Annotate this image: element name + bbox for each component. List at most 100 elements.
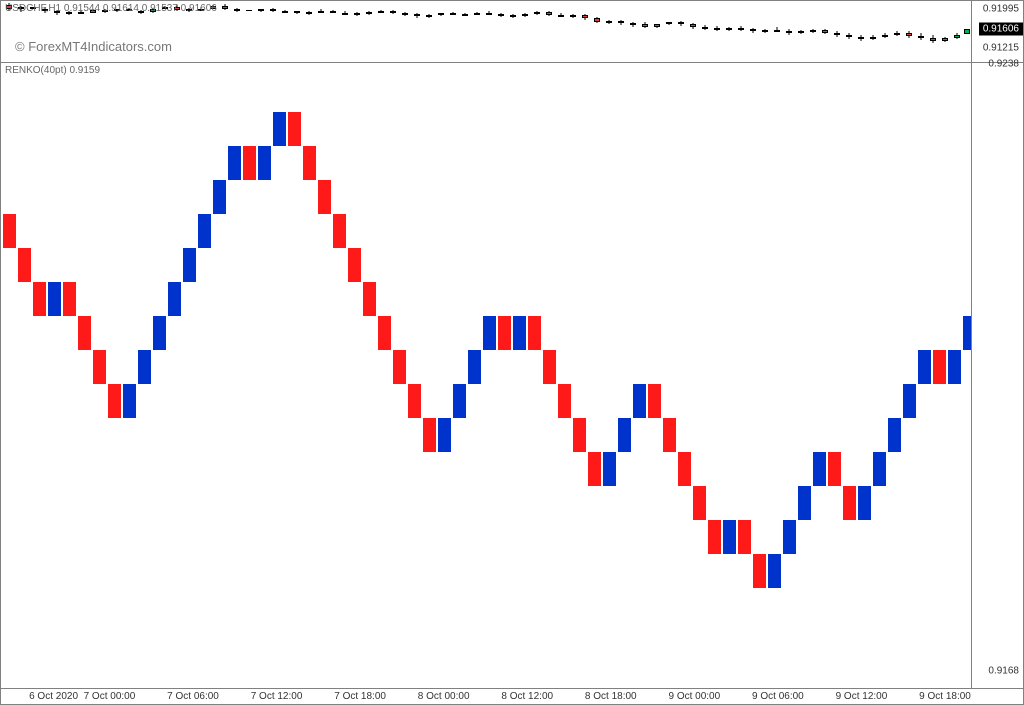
- candle: [437, 1, 445, 61]
- candle: [641, 1, 649, 61]
- time-tick-label: 7 Oct 00:00: [84, 691, 136, 702]
- renko-brick-up: [723, 520, 736, 554]
- renko-brick-up: [513, 316, 526, 350]
- time-tick-label: 7 Oct 18:00: [334, 691, 386, 702]
- renko-brick-down: [363, 282, 376, 316]
- renko-panel[interactable]: RENKO(40pt) 0.9159 0.92380.9168: [1, 63, 1023, 688]
- renko-brick-down: [828, 452, 841, 486]
- renko-brick-down: [753, 554, 766, 588]
- price-axis-top: 0.919950.912150.91606: [971, 1, 1023, 62]
- time-tick-label: 9 Oct 18:00: [919, 691, 971, 702]
- candle: [893, 1, 901, 61]
- candle: [521, 1, 529, 61]
- indicator-header: RENKO(40pt) 0.9159: [5, 65, 100, 76]
- renko-brick-down: [303, 146, 316, 180]
- candle: [677, 1, 685, 61]
- time-tick-label: 8 Oct 18:00: [585, 691, 637, 702]
- candlestick-panel[interactable]: USDCHF,H1 0.91544 0.91614 0.91537 0.9160…: [1, 1, 1023, 63]
- renko-brick-down: [318, 180, 331, 214]
- renko-brick-up: [228, 146, 241, 180]
- renko-brick-up: [783, 520, 796, 554]
- time-tick-label: 7 Oct 06:00: [167, 691, 219, 702]
- renko-brick-down: [63, 282, 76, 316]
- time-tick-label: 8 Oct 12:00: [501, 691, 553, 702]
- candle: [725, 1, 733, 61]
- candle: [749, 1, 757, 61]
- renko-brick-down: [3, 214, 16, 248]
- renko-brick-up: [918, 350, 931, 384]
- renko-brick-down: [573, 418, 586, 452]
- renko-brick-up: [438, 418, 451, 452]
- candle: [701, 1, 709, 61]
- renko-brick-down: [423, 418, 436, 452]
- candle: [245, 1, 253, 61]
- candle: [269, 1, 277, 61]
- renko-brick-down: [543, 350, 556, 384]
- renko-brick-down: [648, 384, 661, 418]
- renko-brick-up: [798, 486, 811, 520]
- candle: [857, 1, 865, 61]
- renko-brick-up: [123, 384, 136, 418]
- candle: [305, 1, 313, 61]
- renko-brick-up: [633, 384, 646, 418]
- candle: [425, 1, 433, 61]
- renko-brick-down: [378, 316, 391, 350]
- time-tick-label: 9 Oct 12:00: [836, 691, 888, 702]
- renko-brick-up: [603, 452, 616, 486]
- axis-tick-label: 0.91215: [983, 43, 1019, 54]
- candle: [449, 1, 457, 61]
- candle: [941, 1, 949, 61]
- candle: [509, 1, 517, 61]
- candle: [785, 1, 793, 61]
- renko-brick-down: [738, 520, 751, 554]
- renko-brick-down: [18, 248, 31, 282]
- renko-brick-up: [813, 452, 826, 486]
- candle: [653, 1, 661, 61]
- chart-container: USDCHF,H1 0.91544 0.91614 0.91537 0.9160…: [0, 0, 1024, 705]
- candle: [833, 1, 841, 61]
- candle: [713, 1, 721, 61]
- renko-brick-down: [93, 350, 106, 384]
- renko-brick-down: [693, 486, 706, 520]
- renko-brick-down: [348, 248, 361, 282]
- symbol-header: USDCHF,H1 0.91544 0.91614 0.91537 0.9160…: [5, 3, 217, 14]
- renko-brick-up: [768, 554, 781, 588]
- candle: [809, 1, 817, 61]
- candle: [929, 1, 937, 61]
- renko-brick-down: [933, 350, 946, 384]
- renko-brick-up: [213, 180, 226, 214]
- candle: [665, 1, 673, 61]
- candle: [845, 1, 853, 61]
- time-tick-label: 7 Oct 12:00: [251, 691, 303, 702]
- renko-brick-up: [903, 384, 916, 418]
- candle: [497, 1, 505, 61]
- renko-brick-up: [888, 418, 901, 452]
- candle: [821, 1, 829, 61]
- renko-brick-up: [273, 112, 286, 146]
- renko-brick-down: [288, 112, 301, 146]
- time-tick-label: 9 Oct 00:00: [668, 691, 720, 702]
- time-axis: 6 Oct 20207 Oct 00:007 Oct 06:007 Oct 12…: [1, 688, 1023, 704]
- candle: [341, 1, 349, 61]
- renko-brick-up: [948, 350, 961, 384]
- renko-brick-down: [393, 350, 406, 384]
- renko-brick-down: [528, 316, 541, 350]
- candle: [581, 1, 589, 61]
- renko-brick-down: [588, 452, 601, 486]
- renko-brick-up: [183, 248, 196, 282]
- candlestick-chart-area[interactable]: USDCHF,H1 0.91544 0.91614 0.91537 0.9160…: [1, 1, 971, 62]
- renko-brick-up: [858, 486, 871, 520]
- current-price-tag: 0.91606: [979, 23, 1023, 36]
- candle: [281, 1, 289, 61]
- renko-brick-down: [498, 316, 511, 350]
- candle: [557, 1, 565, 61]
- candle: [293, 1, 301, 61]
- renko-brick-down: [78, 316, 91, 350]
- candle: [881, 1, 889, 61]
- renko-chart-area[interactable]: RENKO(40pt) 0.9159: [1, 63, 971, 688]
- candle: [401, 1, 409, 61]
- candle: [869, 1, 877, 61]
- renko-brick-up: [48, 282, 61, 316]
- candle: [593, 1, 601, 61]
- candle: [473, 1, 481, 61]
